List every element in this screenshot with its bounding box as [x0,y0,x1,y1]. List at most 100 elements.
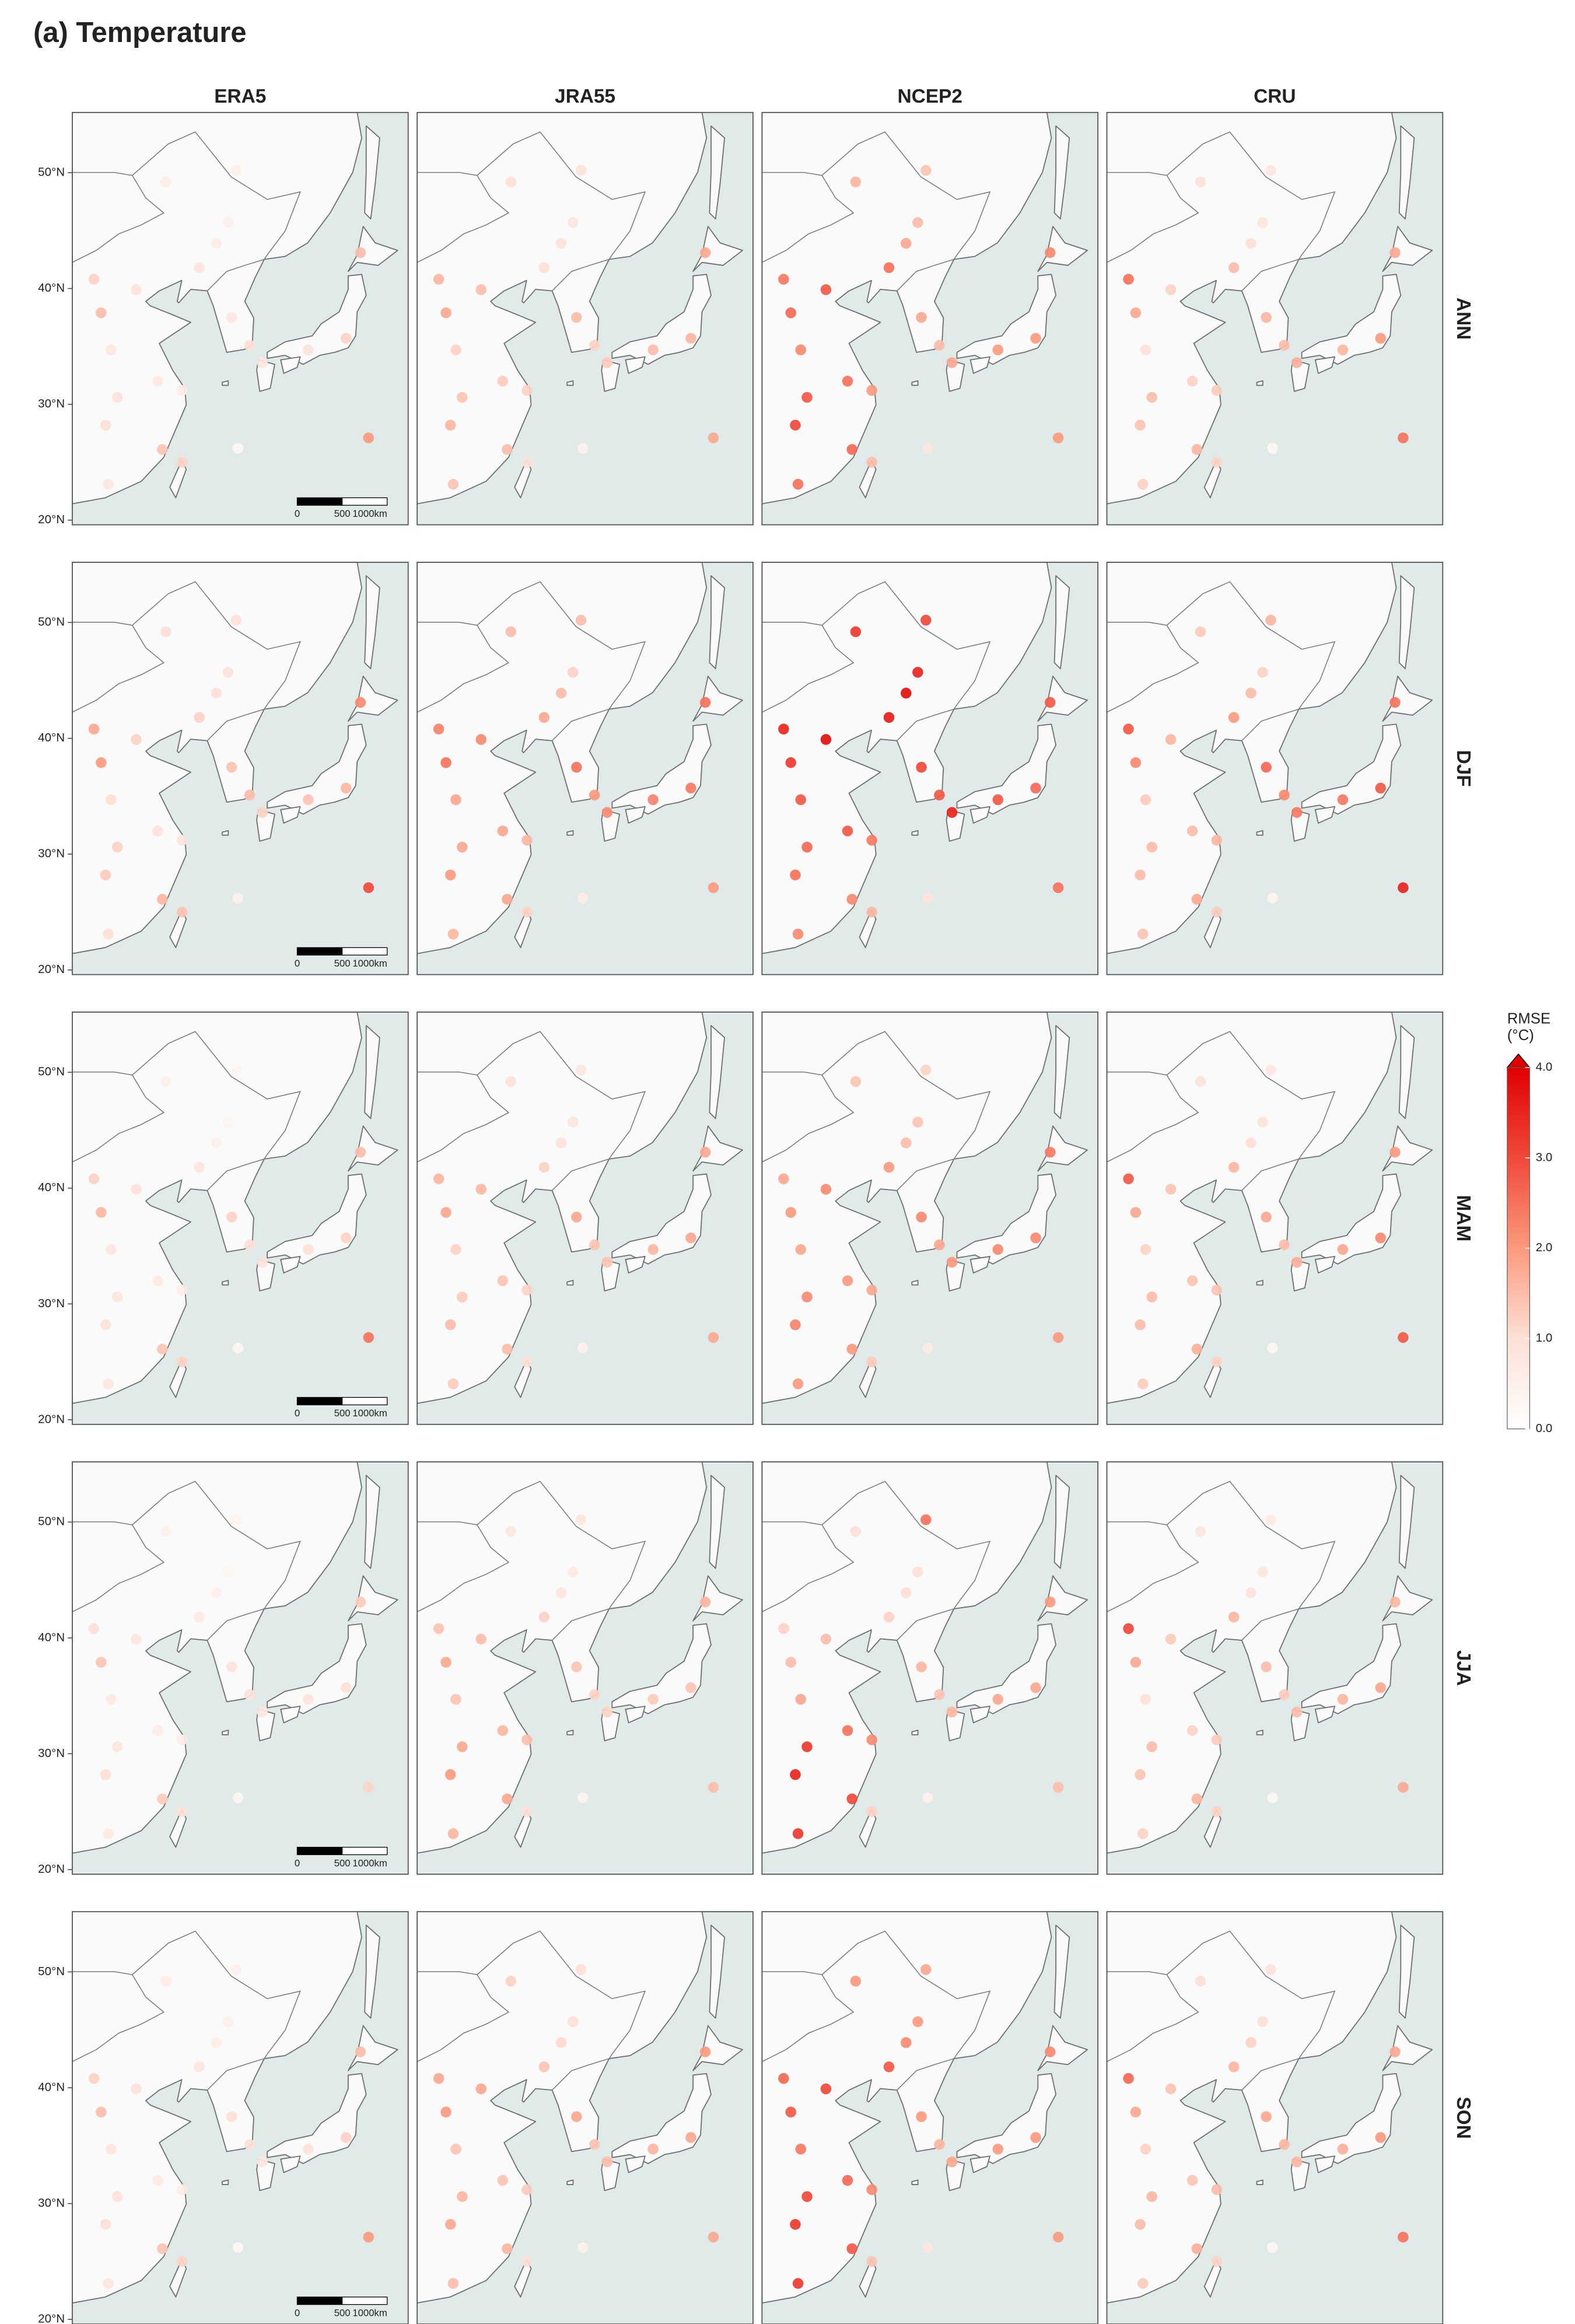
map-panel [1106,111,1444,526]
station-dot [685,332,696,344]
station-dot [708,1782,719,1793]
map-content [72,562,408,975]
station-dot [1030,1232,1041,1244]
station-dot [685,1232,696,1244]
station-dot [1044,1597,1056,1608]
station-dot [1398,1332,1409,1343]
station-dot [131,734,142,745]
station-dot [792,2278,804,2289]
station-dot [433,1623,444,1634]
station-dot [1390,1597,1401,1608]
station-dot [100,419,111,431]
station-dot [648,1244,659,1255]
station-dot [96,2106,107,2118]
station-dot [912,1566,923,1577]
station-dot [795,1693,806,1705]
station-dot [152,1725,163,1736]
station-dot [1390,1146,1401,1158]
station-dot [505,626,516,638]
row-label: SON [1452,2096,1474,2138]
map-content [1107,562,1443,975]
map-panel: 0 500 1000km [72,1911,409,2324]
station-dot [497,2175,509,2186]
station-dot [1211,1734,1223,1745]
station-dot [1261,762,1272,773]
station-dot [194,2061,205,2073]
station-dot [303,344,314,356]
station-dot [1191,2243,1203,2255]
station-dot [577,443,589,454]
station-dot [846,2243,858,2255]
station-dot [100,2218,111,2230]
station-dot [1130,1207,1142,1218]
station-dot [257,2156,268,2168]
map-panel [416,561,754,975]
station-dot [1191,1793,1203,1805]
panel-frame [72,1911,409,2324]
station-dot [648,794,659,806]
station-dot [157,1343,168,1355]
lat-tick-label: 50°N [38,165,65,178]
station-dot [505,176,516,188]
station-dot [194,1611,205,1623]
station-dot [1211,1806,1223,1817]
panel-frame [72,111,409,526]
station-dot [475,1184,487,1195]
colorbar [1507,1067,1530,1430]
station-dot [440,1207,452,1218]
station-dot [457,391,468,403]
station-dot [1186,1275,1198,1286]
station-dot [440,307,452,318]
row-label: JJA [1452,1650,1474,1686]
station-dot [1267,443,1278,454]
station-dot [1052,1782,1064,1793]
station-dot [1279,2138,1290,2150]
station-dot [152,376,163,387]
station-dot [1165,1184,1177,1195]
scale-bar-white [341,2297,388,2305]
scale-bar-white [341,1846,388,1856]
station-dot [1257,1566,1268,1577]
station-dot [1140,1244,1152,1255]
scale-bar-white [341,497,388,506]
scale-bar-white [341,1396,388,1406]
station-dot [708,882,719,894]
station-dot [934,2138,945,2150]
station-dot [901,237,912,249]
colorbar-tick-label: 2.0 [1536,1241,1553,1254]
station-dot [440,1657,452,1668]
station-dot [1337,344,1349,356]
station-dot [226,762,237,773]
station-dot [850,1525,862,1537]
station-dot [355,696,366,708]
station-dot [1030,1682,1041,1693]
station-dot [916,1661,927,1672]
row-label: ANN [1452,298,1474,340]
station-dot [363,432,374,443]
station-dot [575,164,587,176]
station-dot [1130,2106,1142,2118]
column-header: ERA5 [214,86,266,107]
station-dot [522,457,533,468]
lat-tick-label: 20°N [38,2312,65,2324]
station-dot [226,1212,237,1223]
station-dot [567,1116,579,1128]
station-dot [1140,794,1152,806]
station-dot [444,419,456,431]
panel-frame [761,1012,1098,1425]
station-dot [1265,164,1276,176]
station-dot [866,457,877,468]
map-content [417,1912,753,2324]
station-dot [866,835,877,846]
station-dot [222,2016,234,2028]
station-dot [850,626,862,638]
lat-tick-label: 40°N [38,1181,65,1194]
station-dot [194,712,205,723]
station-dot [103,928,114,940]
station-dot [1186,1725,1198,1736]
scale-bar-label: 500 [334,2307,351,2318]
station-dot [1052,432,1064,443]
station-dot [555,2037,567,2048]
station-dot [699,1146,711,1158]
station-dot [901,687,912,699]
